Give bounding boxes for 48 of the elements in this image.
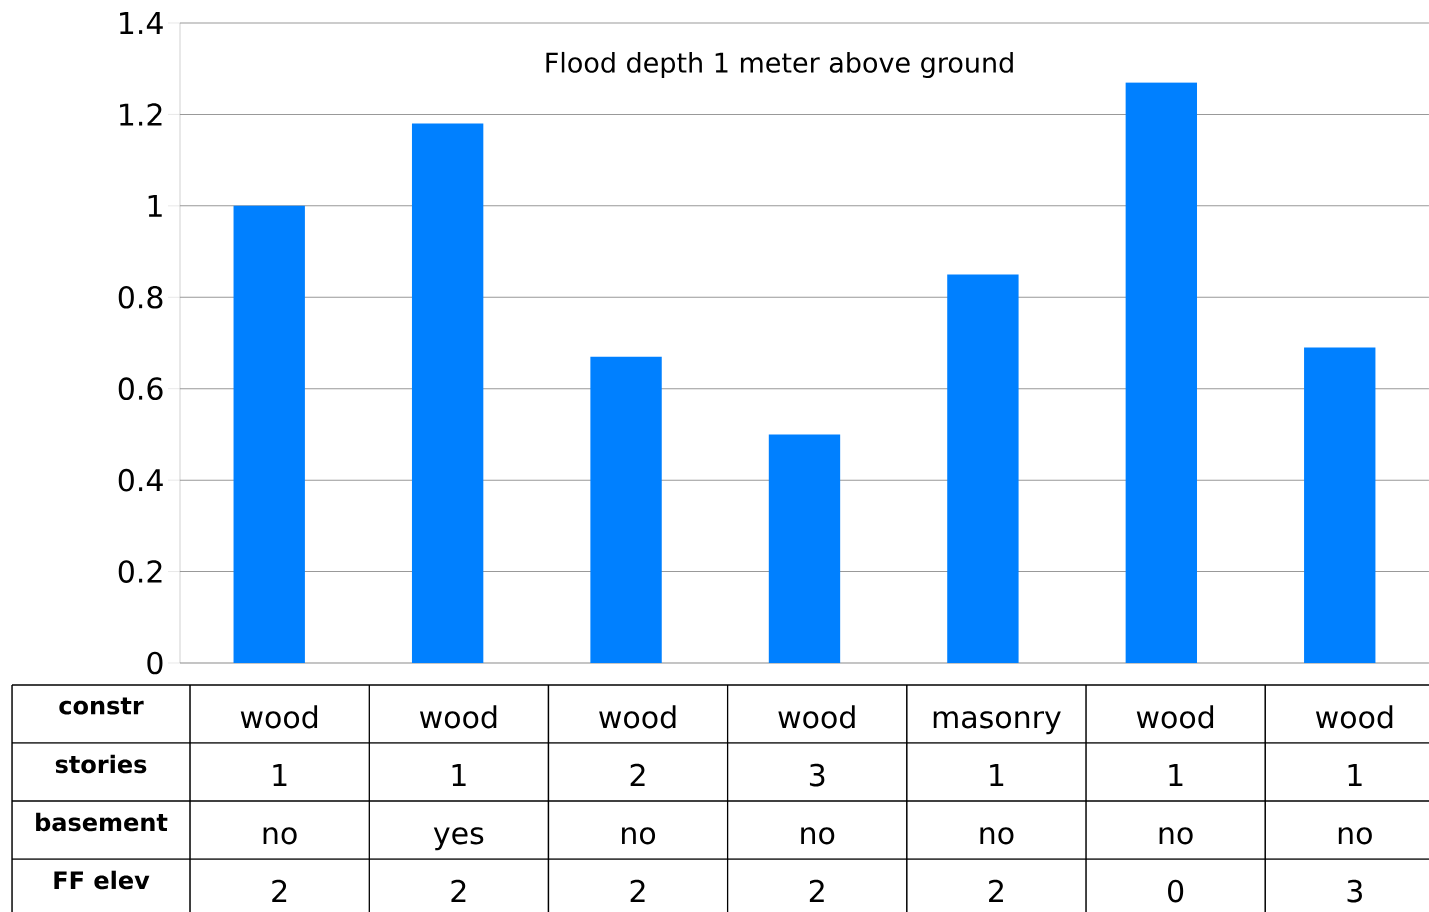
text: stories [55,754,147,774]
text: 2 [630,763,645,786]
text: 2 [451,879,466,902]
text: no [1338,827,1372,845]
y-tick-label: 0 [147,651,163,675]
x-tick-label: wood [1136,705,1214,729]
text: basement [36,812,168,832]
text: 1 [1348,764,1362,786]
bar [768,434,841,663]
bar [590,356,662,663]
text: 1 [990,764,1004,786]
y-tick-label: 0.8 [118,285,163,309]
text: 1 [273,764,287,786]
text: 2 [989,879,1003,902]
bar [1125,82,1198,663]
text: 3 [1347,879,1362,903]
x-tick-label: wood [1315,705,1393,729]
text: 3 [809,763,825,787]
text: 2 [809,879,824,902]
text: 1 [452,764,466,786]
x-tick-label: wood [419,705,497,729]
x-tick-label: wood [778,705,855,729]
y-tick-label: 0.6 [118,377,163,401]
y-tick-label: 1.4 [120,12,163,34]
text: no [1159,827,1193,845]
y-tick-label: 0.4 [118,468,163,492]
text: constr [59,697,144,715]
x-tick-label: wood [599,705,676,729]
y-tick-label: 0.2 [118,560,162,583]
text: no [801,827,835,845]
x-tick-label: masonry [933,711,1061,735]
text: no [263,827,297,845]
text: yes [433,827,484,851]
y-tick-label: 1 [148,194,162,217]
text: no [622,827,656,845]
text: Flood depth 1 meter above ground [546,51,1013,79]
text: 0 [1168,879,1184,903]
bar [411,123,484,663]
bar [947,274,1019,663]
bar [233,205,305,663]
text: 1 [1169,764,1183,786]
bar [1304,347,1376,663]
text: 2 [272,879,287,902]
text: no [980,827,1014,845]
x-tick-label: wood [240,705,318,729]
text: 2 [630,879,645,902]
text: FF elev [54,870,150,890]
y-tick-label: 1.2 [120,103,162,126]
